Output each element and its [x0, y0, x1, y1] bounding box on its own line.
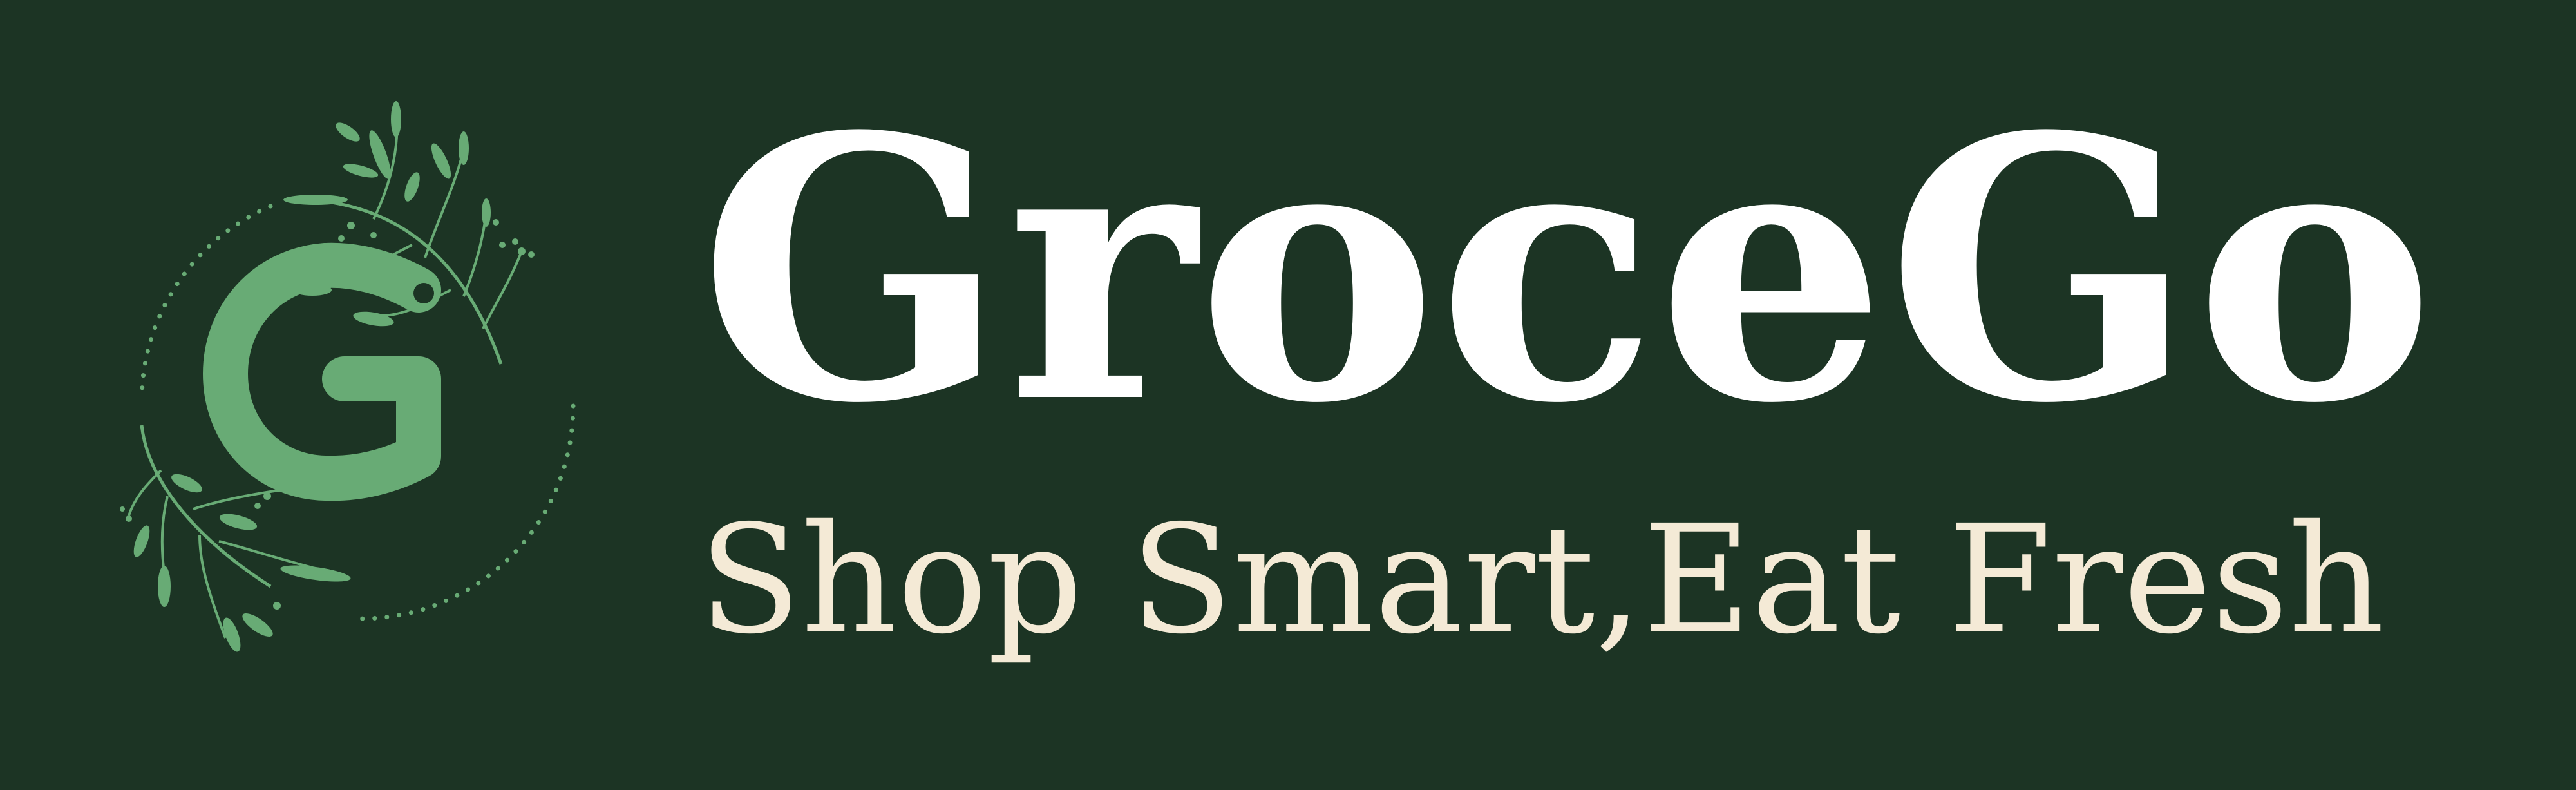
leaf-branch-icon — [283, 101, 535, 365]
tagline: Shop Smart,Eat Fresh — [699, 493, 2385, 667]
g-leaf-wreath-logo — [103, 97, 605, 664]
dotted-arc-top — [139, 204, 273, 402]
leaf-branch-icon — [120, 425, 351, 652]
brand-name: GroceGo — [699, 59, 2435, 483]
g-letter-icon — [203, 242, 441, 501]
dotted-arc-bottom — [352, 403, 576, 621]
